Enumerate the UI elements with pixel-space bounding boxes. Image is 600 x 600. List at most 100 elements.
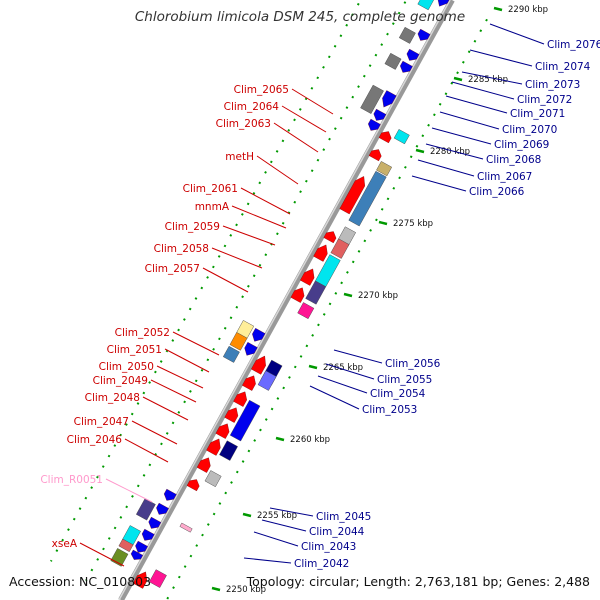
forward-gene-label: Clim_2061	[183, 183, 238, 195]
label-leader-line	[489, 23, 545, 45]
scale-tick-mark	[275, 436, 285, 442]
label-leader-line	[273, 122, 319, 153]
backbone-line	[118, 0, 455, 600]
forward-gene-arrow	[313, 244, 328, 262]
label-leader-line	[79, 542, 125, 567]
reverse-gene-arrow	[373, 108, 387, 121]
reverse-gene-arrow	[368, 118, 381, 131]
label-leader-line	[142, 396, 189, 421]
scale-tick-mark	[308, 364, 318, 370]
scale-tick-label: 2280 kbp	[430, 147, 470, 157]
forward-gene-label: Clim_2051	[107, 344, 162, 356]
reverse-gene-arrow	[244, 342, 258, 356]
forward-gene-arrow	[290, 287, 305, 303]
reverse-gene-label: Clim_2043	[301, 541, 356, 553]
scale-tick-mark	[378, 220, 388, 226]
forward-gene-label: Clim_2064	[224, 101, 280, 113]
forward-gene-arrow	[242, 375, 256, 391]
forward-gene-label: Clim_2063	[216, 118, 271, 130]
scale-tick-mark	[242, 512, 252, 518]
forward-gene-arrow	[224, 407, 239, 423]
label-leader-line	[253, 531, 299, 547]
reverse-feature-bar	[417, 0, 440, 11]
label-leader-line	[131, 420, 178, 445]
forward-gene-label: Clim_2065	[234, 84, 289, 96]
forward-gene-arrow	[186, 479, 200, 492]
reverse-gene-arrow	[148, 516, 162, 529]
scale-tick-label: 2275 kbp	[393, 219, 433, 229]
forward-gene-arrow	[251, 355, 266, 375]
reverse-gene-arrow	[437, 0, 452, 7]
forward-feature-bar	[330, 238, 350, 259]
label-leader-line	[425, 143, 484, 160]
label-leader-line	[333, 349, 383, 364]
reverse-gene-label: Clim_2066	[469, 186, 525, 198]
forward-feature-bar	[348, 170, 387, 227]
map-title: Chlorobium limicola DSM 245, complete ge…	[134, 9, 466, 25]
label-leader-line	[281, 105, 327, 133]
forward-feature-bar	[219, 440, 238, 461]
reverse-gene-label: Clim_2068	[486, 154, 541, 166]
label-leader-line	[451, 81, 515, 100]
scale-tick-mark	[415, 148, 425, 154]
forward-gene-arrow	[196, 457, 211, 473]
reverse-gene-arrow	[135, 540, 148, 553]
scale-tick-mark	[453, 76, 463, 82]
feature-bars	[110, 0, 440, 588]
reverse-gene-label: Clim_2055	[377, 374, 432, 386]
forward-gene-arrow	[215, 423, 230, 439]
scale-tick-label: 2290 kbp	[508, 5, 548, 15]
reverse-gene-label: Clim_2067	[477, 171, 532, 183]
scale-tick-label: 2270 kbp	[358, 291, 398, 301]
label-leader-line	[156, 365, 204, 389]
reverse-gene-arrow	[252, 328, 266, 342]
gene-labels: Clim_2065 Clim_2064 Clim_2063 metH Clim_2061…	[40, 39, 600, 570]
forward-gene-label: Clim_2059	[165, 221, 220, 233]
label-leader-line	[431, 127, 492, 145]
forward-gene-arrow	[368, 149, 382, 162]
forward-gene-label: Clim_2047	[74, 416, 129, 428]
accession-text: Accession: NC_010803	[9, 574, 152, 589]
reverse-feature-bar	[135, 498, 156, 521]
label-leader-line	[269, 507, 314, 517]
scale-tick-mark	[343, 292, 353, 298]
reverse-gene-label: Clim_2072	[517, 94, 572, 106]
scale-ticks: 2290 kbp 2285 kbp 2280 kbp 2275 kbp 2270 kbp…	[211, 5, 548, 595]
reverse-gene-label: Clim_2045	[316, 511, 371, 523]
reverse-feature-bar	[384, 52, 402, 70]
forward-gene-label: metH	[225, 151, 254, 163]
forward-gene-label: Clim_2050	[99, 361, 154, 373]
reverse-feature-bar	[360, 84, 384, 114]
forward-gene-label: Clim_2046	[67, 434, 123, 446]
label-leader-line	[202, 267, 249, 293]
label-leader-line	[172, 331, 220, 356]
label-leader-line	[105, 478, 153, 503]
forward-feature-bar	[149, 569, 167, 588]
forward-feature-bar	[297, 302, 315, 320]
label-leader-line	[256, 155, 299, 185]
forward-gene-label: mnmA	[195, 201, 230, 213]
label-leader-line	[222, 225, 276, 246]
backbone-highlight	[118, 0, 451, 600]
forward-gene-arrow	[323, 231, 337, 244]
reverse-gene-label: Clim_2073	[525, 79, 580, 91]
forward-gene-label: Clim_2049	[93, 375, 148, 387]
scale-tick-label: 2250 kbp	[226, 585, 266, 595]
label-leader-line	[439, 111, 500, 130]
reverse-gene-label: Clim_2053	[362, 404, 417, 416]
scale-tick-label: 2260 kbp	[290, 435, 330, 445]
genome-backbone	[118, 0, 455, 600]
label-leader-line	[417, 159, 475, 177]
forward-gene-arrow	[233, 391, 247, 407]
label-leader-line	[211, 247, 263, 269]
reverse-gene-label: Clim_2076	[547, 39, 600, 51]
label-leader-line	[231, 205, 287, 229]
topology-summary: Topology: circular; Length: 2,763,181 bp…	[246, 574, 590, 589]
reverse-gene-label: Clim_2074	[535, 61, 591, 73]
reverse-gene-arrow	[163, 488, 177, 501]
scale-tick-mark	[211, 586, 221, 592]
label-leader-line	[317, 375, 368, 394]
label-leader-line	[240, 187, 291, 215]
reverse-gene-arrow	[130, 549, 144, 560]
